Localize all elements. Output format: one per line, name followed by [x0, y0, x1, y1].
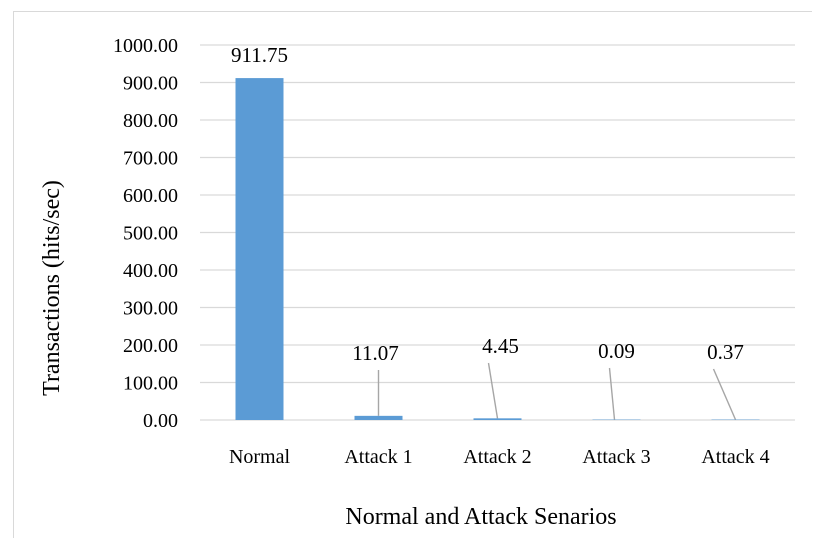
bars [235, 78, 760, 420]
y-tick-label: 400.00 [123, 260, 178, 282]
y-tick-label: 700.00 [123, 148, 178, 170]
x-category-label: Attack 4 [701, 446, 769, 468]
bar [235, 78, 284, 420]
y-tick-label: 300.00 [123, 298, 178, 320]
x-category-label: Normal [229, 446, 291, 468]
x-category-label: Attack 1 [344, 446, 412, 468]
chart-frame [13, 11, 812, 538]
x-category-labels: Normal Attack 1 Attack 2 Attack 3 Attack 4 [229, 446, 770, 468]
y-tick-label: 100.00 [123, 373, 178, 395]
x-axis-title: Normal and Attack Senarios [345, 504, 616, 530]
y-tick-label: 200.00 [123, 335, 178, 357]
y-tick-label: 1000.00 [113, 35, 178, 57]
y-tick-label: 800.00 [123, 110, 178, 132]
x-category-label: Attack 2 [463, 446, 531, 468]
leader-line [608, 367, 616, 420]
y-tick-label: 500.00 [123, 223, 178, 245]
data-label: 11.07 [352, 341, 398, 365]
x-category-label: Attack 3 [582, 446, 650, 468]
bar [354, 415, 403, 420]
data-label: 911.75 [231, 43, 288, 67]
data-label: 0.37 [707, 340, 744, 364]
y-tick-label: 0.00 [143, 410, 178, 432]
y-tick-label: 600.00 [123, 185, 178, 207]
leader-line [712, 368, 737, 420]
data-label: 4.45 [482, 334, 519, 358]
y-tick-labels: 0.00 100.00 200.00 300.00 400.00 500.00 600.00… [113, 35, 178, 432]
bar [473, 418, 522, 420]
data-label: 0.09 [598, 339, 635, 363]
data-labels: 911.75 11.07 4.45 0.09 0.37 [231, 43, 744, 365]
y-tick-label: 900.00 [123, 73, 178, 95]
gridlines [200, 44, 795, 421]
y-axis-title: Transactions (hits/sec) [39, 180, 65, 396]
leader-lines [377, 362, 737, 420]
leader-line [487, 362, 499, 419]
